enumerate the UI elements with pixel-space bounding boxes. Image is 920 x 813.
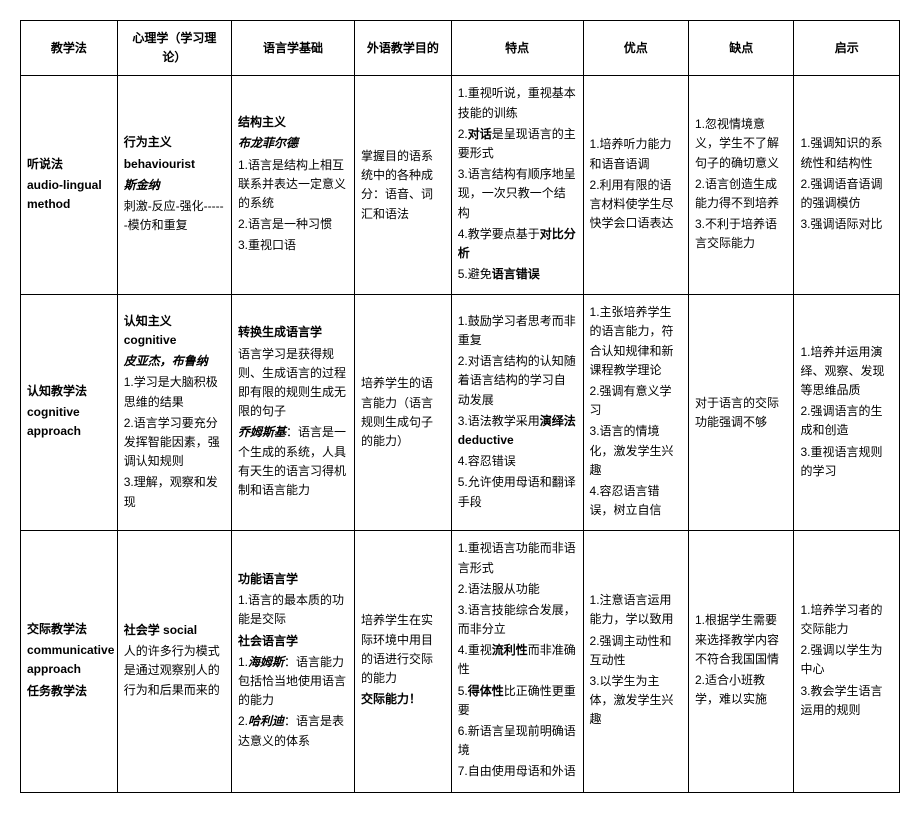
disadvantages-cell: 1.忽视情境意义，学生不了解句子的确切意义 2.语言创造生成能力得不到培养 3.… — [689, 76, 794, 295]
linguistics-cell: 功能语言学 1.语言的最本质的功能是交际 社会语言学 1.海姆斯：语言能力包括恰… — [231, 531, 354, 792]
method-name: 认知教学法 cognitive approach — [21, 295, 118, 531]
linguistics-cell: 转换生成语言学 语言学习是获得规则、生成语言的过程即有限的规则生成无限的句子 乔… — [231, 295, 354, 531]
header-advantages: 优点 — [583, 21, 688, 76]
teaching-methods-table: 教学法 心理学（学习理论） 语言学基础 外语教学目的 特点 优点 缺点 启示 听… — [20, 20, 900, 793]
goal-cell: 培养学生在实际环境中用目的语进行交际的能力 交际能力！ — [355, 531, 452, 792]
linguistics-cell: 结构主义 布龙菲尔德 1.语言是结构上相互联系并表达一定意义的系统 2.语言是一… — [231, 76, 354, 295]
advantages-cell: 1.培养听力能力和语音语调 2.利用有限的语言材料使学生尽快学会口语表达 — [583, 76, 688, 295]
header-linguistics: 语言学基础 — [231, 21, 354, 76]
table-row: 认知教学法 cognitive approach 认知主义 cognitive … — [21, 295, 900, 531]
header-goal: 外语教学目的 — [355, 21, 452, 76]
insights-cell: 1.强调知识的系统性和结构性 2.强调语音语调的强调模仿 3.强调语际对比 — [794, 76, 900, 295]
method-name: 交际教学法 communicative approach 任务教学法 — [21, 531, 118, 792]
features-cell: 1.鼓励学习者思考而非重复 2.对语言结构的认知随着语言结构的学习自动发展 3.… — [451, 295, 583, 531]
header-method: 教学法 — [21, 21, 118, 76]
features-cell: 1.重视语言功能而非语言形式 2.语法服从功能 3.语言技能综合发展，而非分立 … — [451, 531, 583, 792]
psychology-cell: 行为主义 behaviourist 斯金纳 刺激-反应-强化------模仿和重… — [117, 76, 231, 295]
disadvantages-cell: 对于语言的交际功能强调不够 — [689, 295, 794, 531]
insights-cell: 1.培养学习者的交际能力 2.强调以学生为中心 3.教会学生语言运用的规则 — [794, 531, 900, 792]
method-name: 听说法 audio-lingual method — [21, 76, 118, 295]
table-row: 听说法 audio-lingual method 行为主义 behaviouri… — [21, 76, 900, 295]
goal-cell: 掌握目的语系统中的各种成分：语音、词汇和语法 — [355, 76, 452, 295]
advantages-cell: 1.注意语言运用能力，学以致用 2.强调主动性和互动性 3.以学生为主体，激发学… — [583, 531, 688, 792]
header-row: 教学法 心理学（学习理论） 语言学基础 外语教学目的 特点 优点 缺点 启示 — [21, 21, 900, 76]
features-cell: 1.重视听说，重视基本技能的训练 2.对话是呈现语言的主要形式 3.语言结构有顺… — [451, 76, 583, 295]
psychology-cell: 社会学 social 人的许多行为模式是通过观察别人的行为和后果而来的 — [117, 531, 231, 792]
insights-cell: 1.培养并运用演绎、观察、发现等思维品质 2.强调语言的生成和创造 3.重视语言… — [794, 295, 900, 531]
goal-cell: 培养学生的语言能力（语言规则生成句子的能力） — [355, 295, 452, 531]
header-psychology: 心理学（学习理论） — [117, 21, 231, 76]
advantages-cell: 1.主张培养学生的语言能力，符合认知规律和新课程教学理论 2.强调有意义学习 3… — [583, 295, 688, 531]
psychology-cell: 认知主义 cognitive 皮亚杰，布鲁纳 1.学习是大脑积极思维的结果 2.… — [117, 295, 231, 531]
disadvantages-cell: 1.根据学生需要来选择教学内容不符合我国国情 2.适合小班教学，难以实施 — [689, 531, 794, 792]
header-disadvantages: 缺点 — [689, 21, 794, 76]
header-insights: 启示 — [794, 21, 900, 76]
table-row: 交际教学法 communicative approach 任务教学法 社会学 s… — [21, 531, 900, 792]
header-features: 特点 — [451, 21, 583, 76]
